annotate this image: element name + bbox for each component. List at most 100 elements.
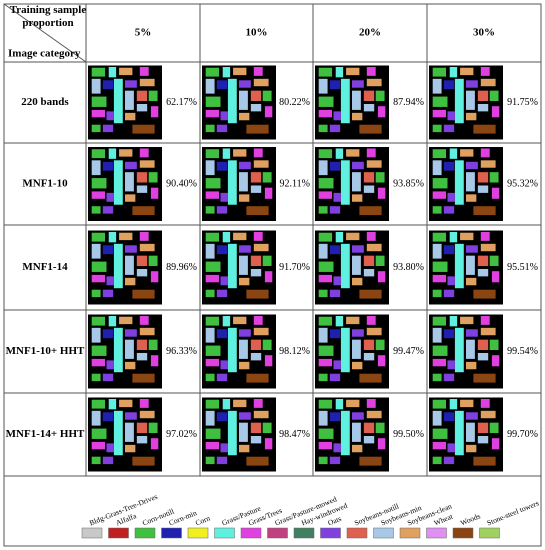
classification-map (315, 230, 389, 305)
corner-bottom: Image category (8, 48, 81, 60)
map-region (148, 339, 158, 351)
legend-swatch (161, 527, 182, 539)
map-region (491, 271, 500, 283)
legend-swatch (267, 527, 288, 539)
map-region (454, 243, 464, 289)
map-region (466, 172, 475, 192)
map-region (318, 149, 333, 159)
map-region (91, 160, 101, 176)
map-region (432, 289, 442, 298)
map-region (91, 149, 106, 159)
map-region (352, 422, 361, 442)
map-region (480, 66, 490, 76)
map-region (366, 327, 382, 336)
map-region (91, 428, 107, 439)
map-region (335, 148, 344, 159)
legend-swatch (426, 527, 447, 539)
accuracy: 99.47% (393, 346, 424, 357)
map-region (264, 355, 273, 367)
map-region (91, 96, 107, 107)
map-region (113, 160, 123, 205)
map-region (329, 373, 341, 382)
map-region (119, 149, 133, 157)
map-region (318, 428, 334, 439)
map-region (489, 255, 499, 267)
map-region (432, 410, 442, 426)
map-region (432, 124, 442, 133)
map-region (363, 422, 375, 434)
legend-swatch (399, 527, 421, 539)
map-region (139, 231, 149, 241)
accuracy: 62.17% (166, 97, 197, 108)
map-region (253, 243, 269, 252)
map-region (329, 80, 341, 90)
map-region (205, 149, 220, 159)
map-region (148, 172, 158, 183)
map-region (239, 339, 248, 359)
map-region (239, 329, 251, 337)
classification-map (202, 314, 276, 389)
map-region (220, 111, 228, 121)
map-region (377, 187, 386, 199)
column-header: 20% (359, 27, 381, 39)
map-region (91, 373, 101, 382)
map-region (246, 124, 269, 134)
map-region (91, 399, 106, 409)
map-region (205, 428, 221, 439)
map-region (340, 243, 350, 289)
map-region (222, 231, 231, 243)
map-region (340, 78, 350, 124)
map-region (220, 276, 228, 286)
map-region (125, 422, 134, 442)
map-region (489, 422, 499, 434)
map-region (466, 255, 475, 275)
map-region (139, 66, 149, 76)
map-region (239, 412, 251, 420)
map-region (139, 148, 149, 158)
map-region (205, 289, 215, 298)
map-region (216, 161, 228, 171)
map-region (480, 398, 490, 408)
map-region (480, 231, 490, 241)
map-region (150, 271, 159, 283)
map-region (449, 66, 458, 78)
map-region (449, 315, 458, 327)
map-region (318, 78, 328, 94)
column-header: 10% (246, 27, 268, 39)
map-region (491, 355, 500, 367)
map-region (318, 67, 333, 77)
map-region (205, 67, 220, 77)
classification-map (88, 147, 162, 221)
map-region (108, 66, 117, 78)
map-region (119, 399, 133, 408)
map-region (125, 329, 137, 337)
map-region (205, 410, 215, 426)
map-region (246, 373, 269, 383)
map-region (363, 268, 375, 277)
map-region (250, 90, 262, 102)
legend-swatch (134, 527, 156, 539)
map-region (222, 315, 231, 327)
map-region (447, 111, 455, 121)
map-region (239, 172, 248, 192)
classification-map (88, 230, 162, 305)
map-region (352, 361, 363, 370)
map-region (205, 345, 221, 356)
map-region (253, 231, 263, 241)
map-region (262, 255, 272, 267)
map-region (125, 255, 134, 275)
map-region (443, 161, 455, 171)
map-region (205, 399, 220, 409)
map-region (318, 243, 328, 259)
map-region (318, 109, 333, 118)
map-region (253, 148, 263, 158)
map-region (466, 277, 477, 286)
map-region (352, 339, 361, 359)
map-region (91, 67, 106, 77)
map-region (432, 78, 442, 94)
map-region (318, 316, 333, 326)
map-region (150, 187, 159, 199)
map-region (239, 361, 250, 370)
map-region (125, 172, 134, 192)
map-region (246, 289, 269, 299)
